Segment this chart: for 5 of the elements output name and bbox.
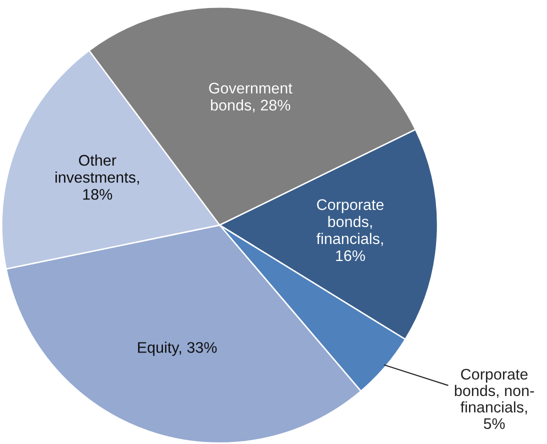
- slice-label: Corporate bonds, financials, 16%: [316, 199, 384, 262]
- slice-label: Other investments, 18%: [56, 154, 139, 200]
- slice-label: Equity, 33%: [138, 342, 217, 356]
- slice-label: Government bonds, 28%: [209, 82, 292, 112]
- slice-label: Corporate bonds, non-financials, 5%: [454, 368, 534, 430]
